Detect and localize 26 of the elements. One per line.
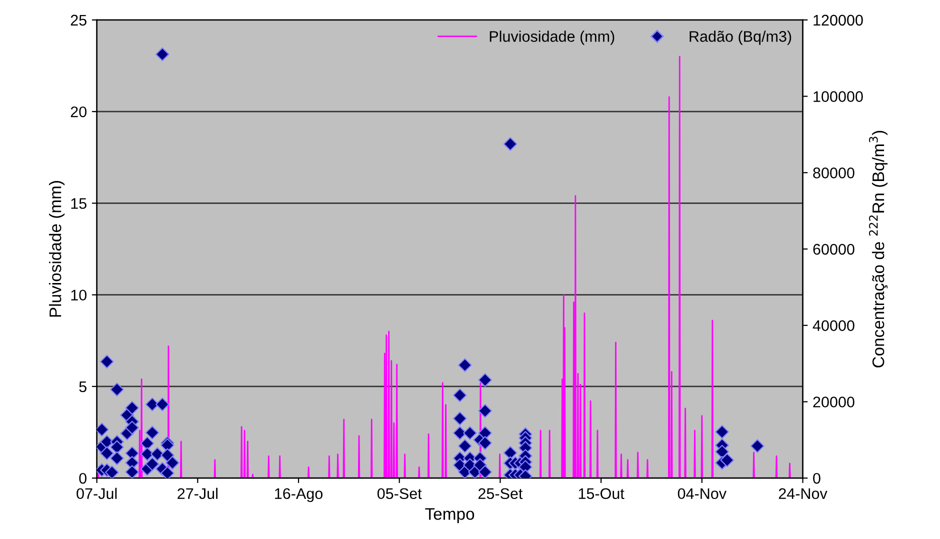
y2-tick-label: 0 <box>813 472 820 484</box>
x-axis-title: Tempo <box>425 508 474 524</box>
y2-tick-label: 60000 <box>813 244 854 255</box>
legend-label: Pluviosidade (mm) <box>490 30 614 45</box>
y-tick-label: 15 <box>71 198 86 209</box>
x-tick-label: 07-Jul <box>76 488 117 500</box>
y2-tick-label: 40000 <box>812 320 854 332</box>
y-tick-label: 10 <box>71 290 86 301</box>
x-tick-label: 25-Set <box>478 488 523 500</box>
x-tick-label: 24-Nov <box>778 488 828 500</box>
x-tick-label: 04-Nov <box>678 488 726 500</box>
y2-tick-label: 100000 <box>814 91 863 102</box>
y2-tick-label: 80000 <box>813 168 854 178</box>
x-tick-label: 15-Out <box>578 488 624 500</box>
y-tick-label: 20 <box>70 106 86 118</box>
y-tick-label: 25 <box>70 14 86 26</box>
x-tick-label: 16-Ago <box>275 488 323 502</box>
x-tick-label: 05-Set <box>377 488 422 500</box>
y2-tick-label: 20000 <box>813 396 854 408</box>
legend-label: Radão (Bq/m3) <box>690 30 792 45</box>
y-tick-label: 5 <box>79 381 86 392</box>
y2-tick-label: 120000 <box>814 14 863 26</box>
y-axis-title: Pluviosidade (mm) <box>49 181 65 317</box>
y2-axis-title: Concentração de $^{222}$Rn (Bq/m$^{3}$) <box>869 130 888 368</box>
y-tick-label: 0 <box>79 472 86 484</box>
x-tick-label: 27-Jul <box>178 488 218 500</box>
